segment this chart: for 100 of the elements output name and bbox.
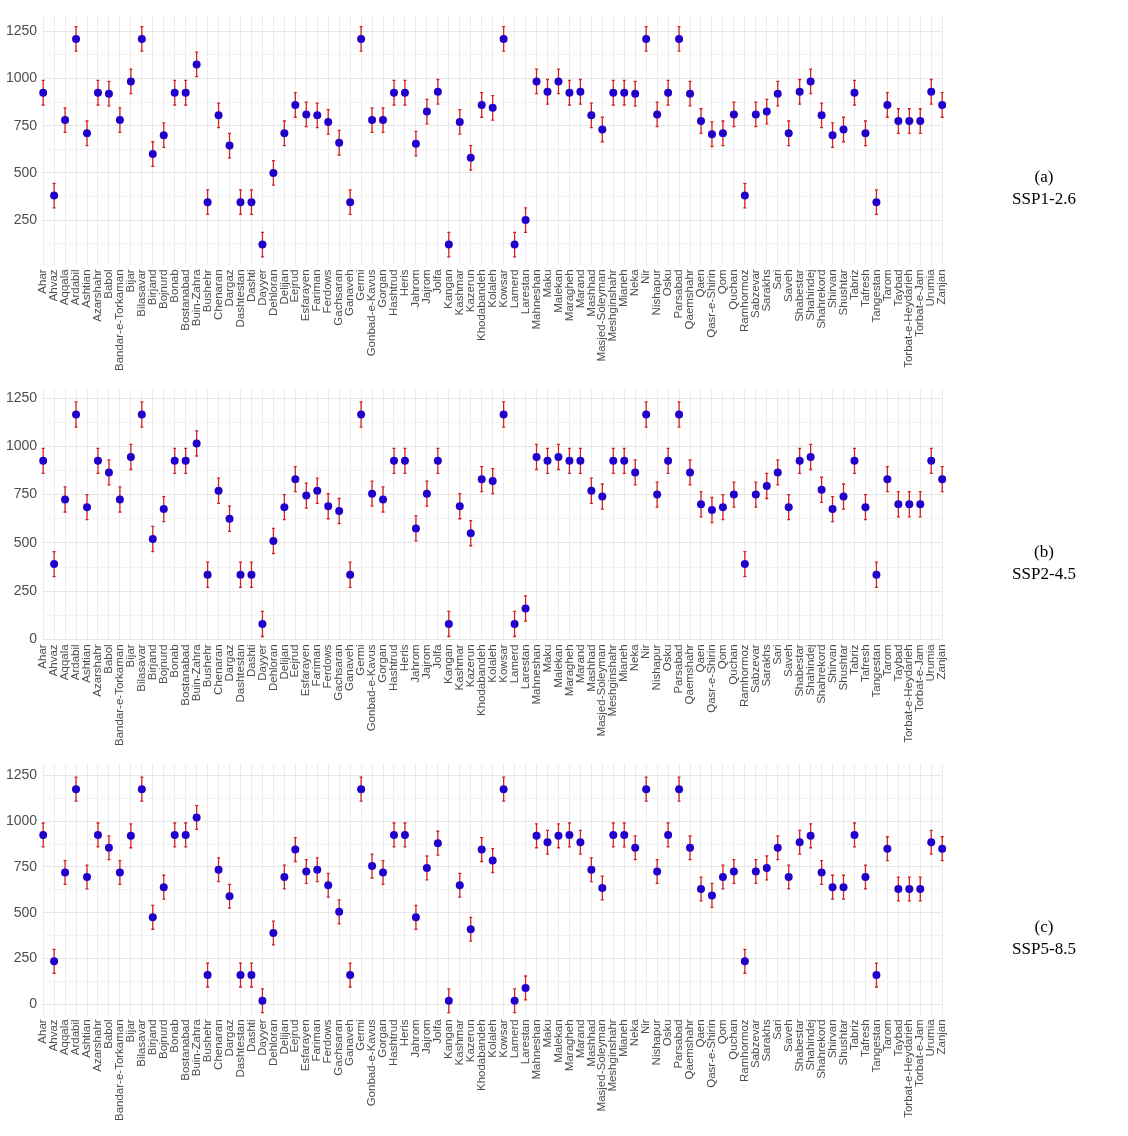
x-tick-label: Bijar xyxy=(124,644,137,668)
x-tick-label: Azarshahr xyxy=(91,269,104,322)
x-tick-label: Jajrom xyxy=(420,644,433,679)
x-tick-label: Ahvaz xyxy=(47,644,60,677)
x-tick-label: Dayyer xyxy=(255,269,268,306)
x-tick-label: Delijan xyxy=(277,644,290,680)
x-tick-label: Bijar xyxy=(124,1019,137,1043)
x-tick-label: Buin-Zahra xyxy=(189,268,202,327)
text: (c) xyxy=(1033,916,1055,938)
x-tick-label: Khodabandeh xyxy=(474,1019,487,1092)
x-tick-label: Torbat-e-Jam xyxy=(913,644,926,713)
x-tick-label: Azarshahr xyxy=(91,1019,104,1072)
y-tick-label: 1000 xyxy=(5,812,38,829)
x-tick-label: Tabriz xyxy=(847,644,860,676)
x-tick-label: Kolaleh xyxy=(485,269,498,308)
y-tick-label: 250 xyxy=(13,582,38,598)
x-tick-label: Hashtrud xyxy=(387,1019,400,1067)
x-tick-label: Sari xyxy=(770,269,783,290)
x-tick-label: Qaemshahr xyxy=(683,644,696,705)
x-tick-label: Ardabil xyxy=(69,644,82,681)
x-tick-label: Ahar xyxy=(36,269,49,294)
x-tick-label: Qaemshahr xyxy=(683,1019,696,1080)
x-tick-label: Gachsaran xyxy=(332,1019,345,1076)
x-tick-label: Larestan xyxy=(518,644,531,690)
x-tick-label: Malekan xyxy=(551,1019,564,1063)
x-tick-label: Kowsar xyxy=(496,269,509,308)
x-tick-label: Kangan xyxy=(441,269,454,310)
x-tick-label: Fariman xyxy=(310,1019,323,1062)
x-tick-label: Jajrom xyxy=(420,269,433,304)
x-tick-label: Qaen xyxy=(694,1019,707,1048)
x-tick-label: Kolaleh xyxy=(485,644,498,683)
x-tick-label: Mahneshan xyxy=(529,644,542,705)
y-tick-label: 0 xyxy=(29,630,38,647)
x-tick-label: Tafresh xyxy=(858,644,871,683)
y-tick-label: 1000 xyxy=(5,69,38,86)
x-tick-label: Saveh xyxy=(781,269,794,302)
x-tick-label: Qom xyxy=(716,1019,729,1045)
x-tick-label: Masjed-Soleyman xyxy=(595,644,608,737)
y-tick-label: 250 xyxy=(13,210,38,227)
x-tick-label: Ashtian xyxy=(80,644,93,683)
y-tick-label: 500 xyxy=(13,163,38,180)
y-tick-label: 750 xyxy=(13,485,38,502)
x-tick-label: Shushtar xyxy=(836,644,849,691)
x-tick-label: Shahindej xyxy=(803,1019,816,1071)
x-tick-label: Aqqala xyxy=(58,1018,71,1056)
x-tick-label: Shabestar xyxy=(792,1019,805,1072)
x-tick-label: Nishapur xyxy=(650,1019,663,1066)
x-tick-label: Birjand xyxy=(145,644,158,681)
x-tick-label: Mianeh xyxy=(617,1019,630,1058)
x-tick-label: Delijan xyxy=(277,269,290,305)
x-tick-label: Neka xyxy=(628,268,641,297)
x-tick-label: Kowsar xyxy=(496,1019,509,1058)
x-tick-label: Qaen xyxy=(694,269,707,298)
x-tick-label: Taybad xyxy=(891,644,904,682)
x-tick-label: Shabestar xyxy=(792,269,805,322)
x-tick-label: Sabzevar xyxy=(748,1019,761,1068)
x-tick-label: Mashhad xyxy=(584,1019,597,1067)
x-tick-label: Meshginshahr xyxy=(606,269,619,342)
x-tick-label: Ardabil xyxy=(69,1019,82,1056)
x-tick-label: Qom xyxy=(716,269,729,295)
x-tick-label: Mashhad xyxy=(584,644,597,692)
y-tick-label: 500 xyxy=(13,903,38,920)
x-tick-label: Gonbad-e-Kavus xyxy=(365,269,378,357)
x-tick-label: Chenaran xyxy=(211,644,224,695)
x-tick-label: Parsabad xyxy=(672,269,685,319)
x-tick-label: Esfarayen xyxy=(299,644,312,697)
x-tick-label: Zanjan xyxy=(935,269,948,305)
x-tick-label: Shushtar xyxy=(836,1019,849,1066)
x-tick-label: Ferdows xyxy=(321,1019,334,1064)
x-tick-label: Azarshahr xyxy=(91,644,104,697)
x-tick-label: Saveh xyxy=(781,644,794,677)
x-tick-label: Meshginshahr xyxy=(606,644,619,717)
x-tick-label: Mahneshan xyxy=(529,1019,542,1080)
x-tick-label: Gachsaran xyxy=(332,644,345,701)
x-tick-label: Qasr-e-Shirin xyxy=(705,644,718,713)
x-tick-label: Torbat-e-Jam xyxy=(913,1019,926,1088)
x-tick-label: Quchan xyxy=(727,269,740,310)
x-tick-label: Lamerd xyxy=(507,644,520,684)
x-tick-label: Ahar xyxy=(36,644,49,669)
x-tick-label: Qaemshahr xyxy=(683,269,696,330)
x-tick-label: Ardabil xyxy=(69,269,82,306)
x-tick-label: Tangestan xyxy=(869,644,882,698)
x-tick-label: Germi xyxy=(354,644,367,676)
x-tick-label: Bostanabad xyxy=(178,644,191,706)
x-tick-label: Qasr-e-Shirin xyxy=(705,269,718,338)
x-tick-label: Jahrom xyxy=(409,644,422,683)
x-tick-label: Osku xyxy=(661,644,674,672)
x-tick-label: Gorgan xyxy=(376,269,389,308)
x-tick-label: Babol xyxy=(102,1019,115,1049)
x-tick-label: Gorgan xyxy=(376,644,389,683)
x-tick-label: Aqqala xyxy=(58,643,71,681)
x-tick-label: Qom xyxy=(716,644,729,670)
y-tick-label: 1000 xyxy=(5,437,38,454)
x-tick-label: Sabzevar xyxy=(748,269,761,318)
x-tick-label: Maragheh xyxy=(562,1019,575,1072)
x-tick-label: Hashtrud xyxy=(387,269,400,317)
x-tick-label: Bandar-e-Torkaman xyxy=(113,644,126,747)
x-tick-label: Urumia xyxy=(924,643,937,682)
x-tick-label: Malekan xyxy=(551,644,564,688)
x-tick-label: Shirvan xyxy=(825,269,838,309)
